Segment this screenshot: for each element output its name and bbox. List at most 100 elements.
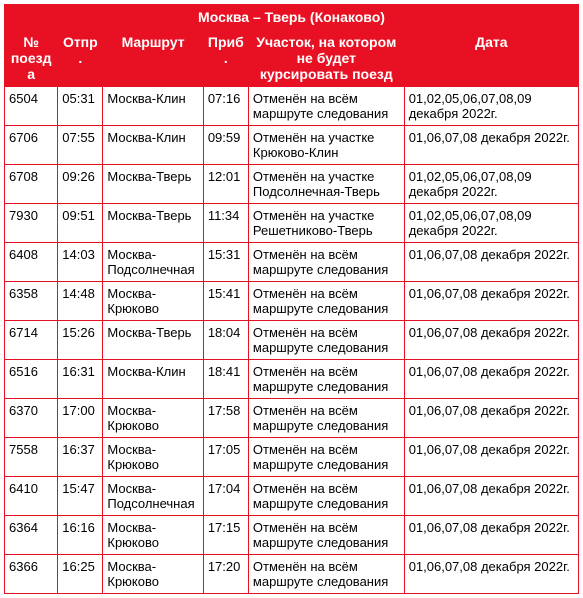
table-row: 670607:55Москва-Клин09:59Отменён на учас… — [5, 126, 579, 165]
cell-section: Отменён на всём маршруте следования — [248, 438, 404, 477]
cell-arrival: 17:05 — [203, 438, 248, 477]
cell-date: 01,06,07,08 декабря 2022г. — [404, 243, 578, 282]
cell-train_no: 6370 — [5, 399, 58, 438]
table-row: 636416:16Москва-Крюково17:15Отменён на в… — [5, 516, 579, 555]
cell-section: Отменён на всём маршруте следования — [248, 87, 404, 126]
cell-section: Отменён на всём маршруте следования — [248, 477, 404, 516]
header-route: Маршрут — [103, 30, 203, 87]
cell-departure: 14:48 — [58, 282, 103, 321]
cell-route: Москва-Клин — [103, 360, 203, 399]
cell-departure: 16:25 — [58, 555, 103, 594]
cell-section: Отменён на всём маршруте следования — [248, 516, 404, 555]
cell-arrival: 12:01 — [203, 165, 248, 204]
cell-route: Москва-Крюково — [103, 282, 203, 321]
cell-route: Москва-Клин — [103, 126, 203, 165]
cell-departure: 15:26 — [58, 321, 103, 360]
table-row: 651616:31Москва-Клин18:41Отменён на всём… — [5, 360, 579, 399]
cell-departure: 16:31 — [58, 360, 103, 399]
cell-train_no: 6504 — [5, 87, 58, 126]
table-row: 636616:25Москва-Крюково17:20Отменён на в… — [5, 555, 579, 594]
cell-arrival: 15:41 — [203, 282, 248, 321]
cell-train_no: 6366 — [5, 555, 58, 594]
schedule-table: Москва – Тверь (Конаково) № поезда Отпр.… — [4, 4, 579, 594]
cell-arrival: 18:04 — [203, 321, 248, 360]
table-row: 670809:26Москва-Тверь12:01Отменён на уча… — [5, 165, 579, 204]
cell-departure: 07:55 — [58, 126, 103, 165]
cell-train_no: 6516 — [5, 360, 58, 399]
cell-arrival: 17:15 — [203, 516, 248, 555]
table-row: 640814:03Москва-Подсолнечная15:31Отменён… — [5, 243, 579, 282]
cell-route: Москва-Подсолнечная — [103, 477, 203, 516]
cell-arrival: 18:41 — [203, 360, 248, 399]
cell-section: Отменён на всём маршруте следования — [248, 243, 404, 282]
cell-route: Москва-Тверь — [103, 204, 203, 243]
cell-route: Москва-Подсолнечная — [103, 243, 203, 282]
cell-date: 01,06,07,08 декабря 2022г. — [404, 477, 578, 516]
table-row: 650405:31Москва-Клин07:16Отменён на всём… — [5, 87, 579, 126]
cell-train_no: 6408 — [5, 243, 58, 282]
cell-arrival: 17:20 — [203, 555, 248, 594]
cell-train_no: 6708 — [5, 165, 58, 204]
cell-departure: 16:16 — [58, 516, 103, 555]
cell-arrival: 15:31 — [203, 243, 248, 282]
cell-departure: 09:26 — [58, 165, 103, 204]
cell-section: Отменён на участке Крюково-Клин — [248, 126, 404, 165]
cell-section: Отменён на всём маршруте следования — [248, 399, 404, 438]
cell-date: 01,06,07,08 декабря 2022г. — [404, 360, 578, 399]
header-date: Дата — [404, 30, 578, 87]
cell-date: 01,06,07,08 декабря 2022г. — [404, 126, 578, 165]
cell-date: 01,06,07,08 декабря 2022г. — [404, 438, 578, 477]
cell-date: 01,06,07,08 декабря 2022г. — [404, 516, 578, 555]
table-row: 793009:51Москва-Тверь11:34Отменён на уча… — [5, 204, 579, 243]
cell-date: 01,02,05,06,07,08,09 декабря 2022г. — [404, 87, 578, 126]
cell-route: Москва-Тверь — [103, 321, 203, 360]
cell-departure: 05:31 — [58, 87, 103, 126]
table-body: 650405:31Москва-Клин07:16Отменён на всём… — [5, 87, 579, 594]
header-arrival: Приб. — [203, 30, 248, 87]
cell-route: Москва-Крюково — [103, 516, 203, 555]
cell-date: 01,02,05,06,07,08,09 декабря 2022г. — [404, 165, 578, 204]
cell-route: Москва-Крюково — [103, 438, 203, 477]
cell-train_no: 6358 — [5, 282, 58, 321]
table-row: 635814:48Москва-Крюково15:41Отменён на в… — [5, 282, 579, 321]
table-row: 671415:26Москва-Тверь18:04Отменён на всё… — [5, 321, 579, 360]
cell-route: Москва-Тверь — [103, 165, 203, 204]
cell-date: 01,02,05,06,07,08,09 декабря 2022г. — [404, 204, 578, 243]
header-departure: Отпр. — [58, 30, 103, 87]
header-section: Участок, на котором не будет курсировать… — [248, 30, 404, 87]
cell-date: 01,06,07,08 декабря 2022г. — [404, 399, 578, 438]
cell-train_no: 6410 — [5, 477, 58, 516]
cell-departure: 09:51 — [58, 204, 103, 243]
cell-date: 01,06,07,08 декабря 2022г. — [404, 555, 578, 594]
cell-arrival: 17:04 — [203, 477, 248, 516]
cell-section: Отменён на всём маршруте следования — [248, 321, 404, 360]
cell-section: Отменён на участке Подсолнечная-Тверь — [248, 165, 404, 204]
table-row: 637017:00Москва-Крюково17:58Отменён на в… — [5, 399, 579, 438]
cell-route: Москва-Клин — [103, 87, 203, 126]
cell-section: Отменён на всём маршруте следования — [248, 360, 404, 399]
cell-route: Москва-Крюково — [103, 399, 203, 438]
cell-arrival: 07:16 — [203, 87, 248, 126]
cell-train_no: 6364 — [5, 516, 58, 555]
table-title: Москва – Тверь (Конаково) — [5, 5, 579, 30]
cell-arrival: 11:34 — [203, 204, 248, 243]
cell-departure: 15:47 — [58, 477, 103, 516]
header-train-no: № поезда — [5, 30, 58, 87]
cell-departure: 16:37 — [58, 438, 103, 477]
cell-train_no: 7558 — [5, 438, 58, 477]
cell-route: Москва-Крюково — [103, 555, 203, 594]
cell-date: 01,06,07,08 декабря 2022г. — [404, 321, 578, 360]
cell-date: 01,06,07,08 декабря 2022г. — [404, 282, 578, 321]
cell-section: Отменён на всём маршруте следования — [248, 282, 404, 321]
cell-train_no: 7930 — [5, 204, 58, 243]
cell-section: Отменён на участке Решетниково-Тверь — [248, 204, 404, 243]
cell-train_no: 6706 — [5, 126, 58, 165]
table-row: 641015:47Москва-Подсолнечная17:04Отменён… — [5, 477, 579, 516]
cell-arrival: 09:59 — [203, 126, 248, 165]
cell-departure: 14:03 — [58, 243, 103, 282]
cell-train_no: 6714 — [5, 321, 58, 360]
cell-arrival: 17:58 — [203, 399, 248, 438]
table-row: 755816:37Москва-Крюково17:05Отменён на в… — [5, 438, 579, 477]
cell-departure: 17:00 — [58, 399, 103, 438]
cell-section: Отменён на всём маршруте следования — [248, 555, 404, 594]
